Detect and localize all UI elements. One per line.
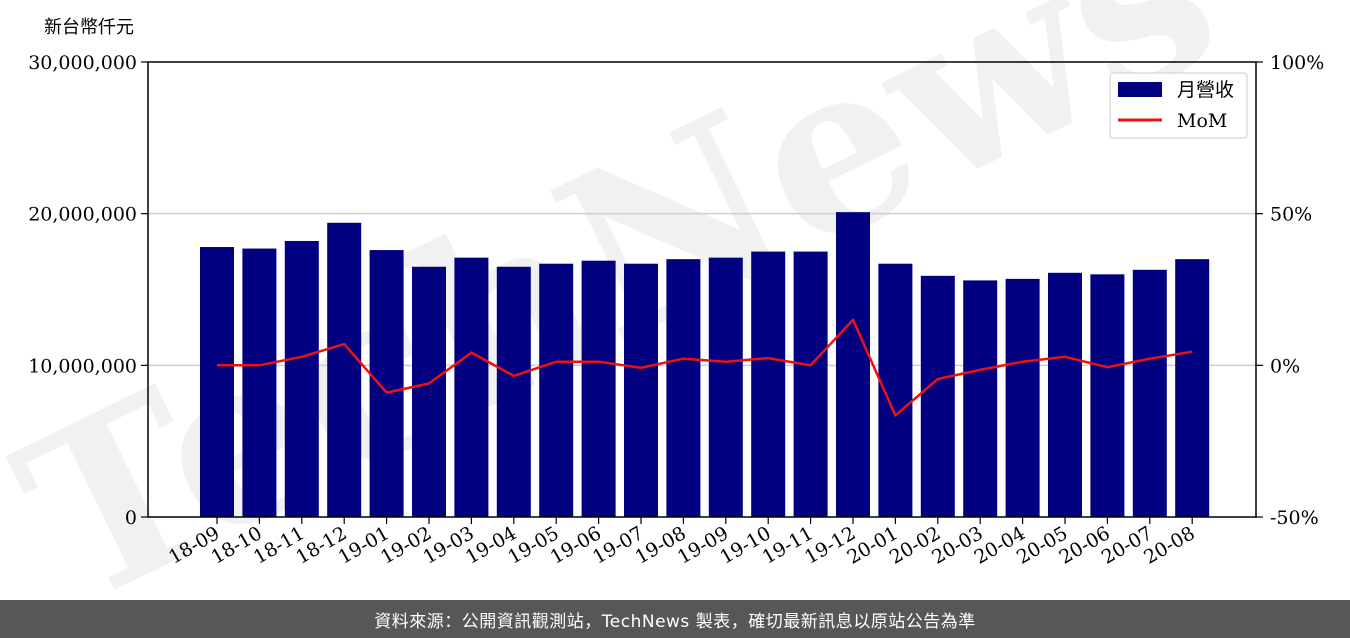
legend: 月營收 MoM xyxy=(1109,72,1248,139)
bar xyxy=(1005,278,1040,517)
legend-label-revenue: 月營收 xyxy=(1177,79,1234,101)
y2-tick-label: 50% xyxy=(1270,204,1312,226)
footer-text: 資料來源：公開資訊觀測站，TechNews 製表，確切最新訊息以原站公告為準 xyxy=(374,611,976,632)
y-axis-label: 新台幣仟元 xyxy=(44,17,134,38)
bar xyxy=(920,275,955,517)
legend-bar-swatch xyxy=(1118,82,1162,97)
bar xyxy=(369,250,404,518)
y-tick-label: 10,000,000 xyxy=(28,355,137,377)
bar xyxy=(963,280,998,517)
bar xyxy=(1090,274,1125,517)
y2-tick-label: -50% xyxy=(1270,507,1319,529)
bar xyxy=(284,240,319,517)
bar xyxy=(751,251,786,518)
bar xyxy=(581,260,616,517)
bar xyxy=(1175,259,1210,517)
bar xyxy=(327,222,362,517)
y-tick-label: 30,000,000 xyxy=(28,52,137,74)
y2-tick-label: 100% xyxy=(1270,52,1324,74)
bar xyxy=(242,248,277,518)
y-tick-label: 0 xyxy=(125,507,137,529)
line-series xyxy=(217,318,1193,417)
bar xyxy=(793,251,828,518)
bar xyxy=(496,266,531,517)
mom-line xyxy=(217,318,1193,417)
bar xyxy=(666,259,701,517)
bar xyxy=(454,257,489,517)
y2-tick-label: 0% xyxy=(1270,355,1300,377)
bar xyxy=(200,247,234,518)
bar-series xyxy=(200,212,1210,518)
bar xyxy=(1132,269,1167,517)
plot-frame xyxy=(147,61,1257,518)
source-footer: 資料來源：公開資訊觀測站，TechNews 製表，確切最新訊息以原站公告為準 xyxy=(0,600,1350,638)
legend-label-mom: MoM xyxy=(1177,110,1227,132)
bar xyxy=(708,257,743,517)
bar xyxy=(539,263,574,517)
y-tick-label: 20,000,000 xyxy=(28,204,137,226)
bar xyxy=(1048,272,1082,517)
bar xyxy=(624,263,658,517)
bar xyxy=(836,212,870,517)
bar xyxy=(412,266,446,517)
